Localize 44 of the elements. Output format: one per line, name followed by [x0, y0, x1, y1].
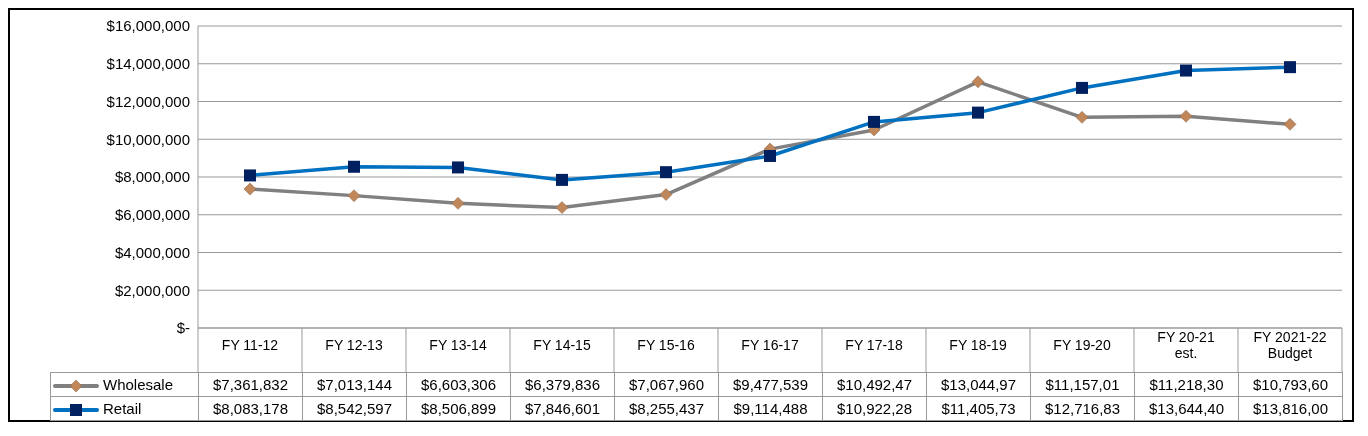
data-label: $6,379,836: [510, 372, 615, 397]
data-label: $7,013,144: [302, 372, 407, 397]
y-tick-label: $6,000,000: [114, 206, 190, 224]
data-label: $8,255,437: [614, 396, 719, 421]
data-label: $9,477,539: [718, 372, 823, 397]
legend-label: Retail: [50, 396, 199, 421]
y-tick-label: $4,000,000: [114, 243, 190, 261]
data-label: $13,816,00: [1238, 396, 1343, 421]
data-label: $6,603,306: [406, 372, 511, 397]
x-tick-label: FY 17-18: [845, 337, 903, 353]
y-tick-label: $10,000,000: [106, 130, 190, 148]
x-tick-label: FY 18-19: [949, 337, 1007, 353]
x-tick-label: FY 19-20: [1053, 337, 1111, 353]
data-label: $11,218,30: [1134, 372, 1239, 397]
y-tick-label: $2,000,000: [114, 281, 190, 299]
data-label: $11,405,73: [926, 396, 1031, 421]
data-label: $8,083,178: [198, 396, 303, 421]
x-tick-label: FY 14-15: [533, 337, 591, 353]
data-label: $8,506,899: [406, 396, 511, 421]
x-tick-label: FY 2021-22 Budget: [1253, 329, 1327, 361]
legend-label: Wholesale: [50, 372, 199, 397]
data-label: $13,644,40: [1134, 396, 1239, 421]
x-tick-label: FY 13-14: [429, 337, 487, 353]
x-tick-label: FY 16-17: [741, 337, 799, 353]
x-tick-label: FY 20-21 est.: [1157, 329, 1215, 361]
y-tick-label: $16,000,000: [106, 17, 190, 35]
data-label: $7,846,601: [510, 396, 615, 421]
x-tick-label: FY 15-16: [637, 337, 695, 353]
x-tick-label: FY 12-13: [325, 337, 383, 353]
y-tick-label: $12,000,000: [106, 92, 190, 110]
data-label: $13,044,97: [926, 372, 1031, 397]
data-label: $10,922,28: [822, 396, 927, 421]
data-label: $10,793,60: [1238, 372, 1343, 397]
data-label: $12,716,83: [1030, 396, 1135, 421]
data-label: $10,492,47: [822, 372, 927, 397]
data-label: $7,067,960: [614, 372, 719, 397]
y-tick-label: $-: [176, 319, 190, 337]
data-label: $11,157,01: [1030, 372, 1135, 397]
x-tick-label: FY 11-12: [221, 337, 279, 353]
y-tick-label: $8,000,000: [114, 168, 190, 186]
data-label: $8,542,597: [302, 396, 407, 421]
y-tick-label: $14,000,000: [106, 55, 190, 73]
data-label: $7,361,832: [198, 372, 303, 397]
data-label: $9,114,488: [718, 396, 823, 421]
